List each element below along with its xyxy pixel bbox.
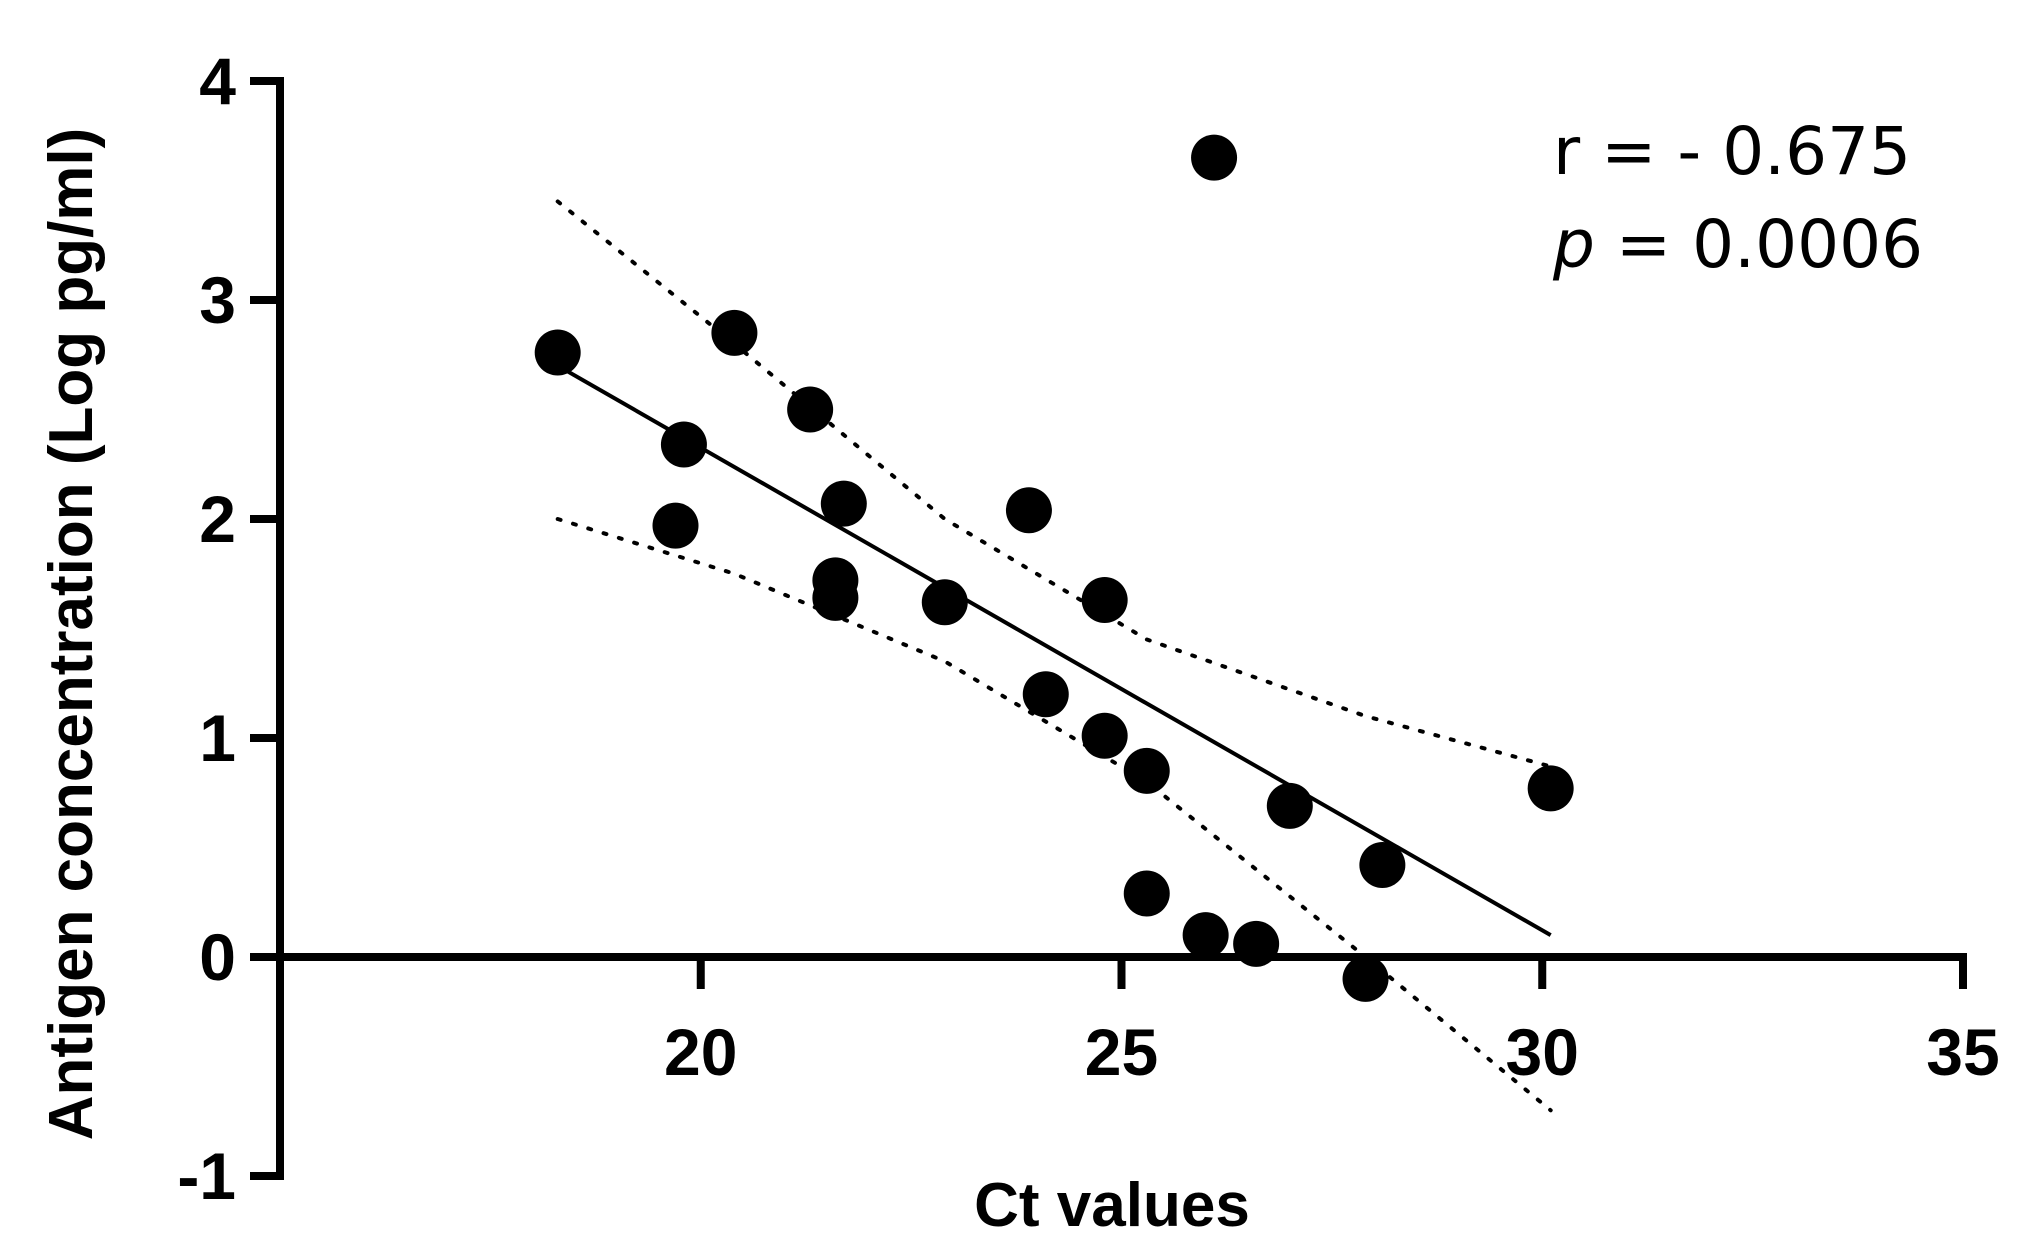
- data-point: [534, 329, 581, 376]
- plot-marks: [534, 134, 1574, 1113]
- data-point: [1123, 870, 1170, 917]
- y-tick-label: 0: [199, 920, 236, 994]
- data-point: [652, 502, 699, 549]
- y-axis-title: Antigen concentration (Log pg/ml): [37, 128, 106, 1141]
- x-tick-label: 30: [1506, 1015, 1579, 1089]
- axes: -1 0 1 2 3 4 20 25 30 35: [177, 44, 1999, 1213]
- data-point: [1123, 747, 1170, 794]
- y-tick-label: 1: [199, 701, 236, 775]
- data-point: [1266, 782, 1313, 829]
- data-point: [812, 574, 859, 621]
- data-point: [1081, 712, 1128, 759]
- confidence-band-lower: [555, 517, 1553, 1113]
- y-tick-label: -1: [177, 1139, 236, 1213]
- data-point: [1005, 487, 1052, 534]
- p-value-label: p = 0.0006: [1552, 206, 1923, 283]
- p-value-symbol: p: [1552, 206, 1595, 283]
- data-point: [1081, 577, 1128, 624]
- x-tick-label: 20: [664, 1015, 737, 1089]
- y-tick-label: 2: [199, 482, 236, 556]
- x-tick-label: 25: [1085, 1015, 1158, 1089]
- data-point: [921, 579, 968, 626]
- data-point: [787, 386, 834, 433]
- correlation-coefficient-label: r = - 0.675: [1553, 113, 1911, 190]
- x-axis-title: Ct values: [974, 1171, 1250, 1240]
- y-tick-label: 4: [199, 44, 236, 118]
- data-point: [660, 421, 707, 468]
- data-point: [1191, 134, 1238, 181]
- data-point: [1182, 912, 1229, 959]
- y-tick-label: 3: [199, 263, 236, 337]
- p-value-text: = 0.0006: [1595, 206, 1923, 283]
- data-point: [1022, 671, 1069, 718]
- x-tick-label: 35: [1926, 1015, 1999, 1089]
- regression-line: [556, 363, 1552, 937]
- data-point: [1359, 842, 1406, 889]
- data-point: [1342, 955, 1389, 1002]
- data-point: [1527, 765, 1574, 812]
- data-point: [820, 480, 867, 527]
- data-point: [711, 309, 758, 356]
